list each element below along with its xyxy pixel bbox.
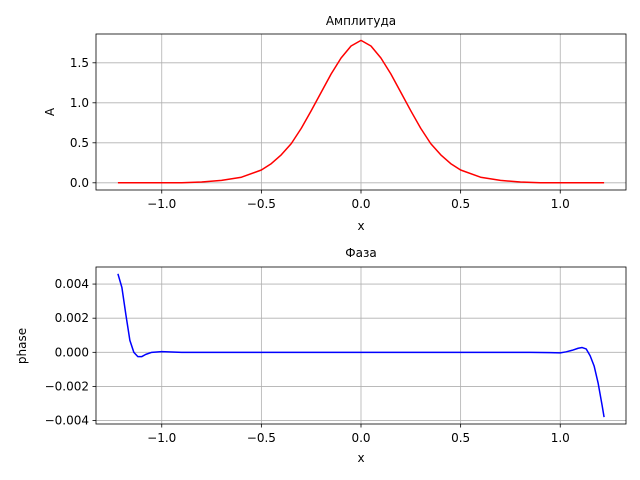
amplitude-y-tick-label: 1.5 (70, 56, 89, 70)
phase-series-line (117, 273, 605, 418)
phase-x-tick-label: −1.0 (147, 431, 176, 445)
amplitude-subplot: −1.0 −0.5 0.0 0.5 1.00.00.51.01.5 Амплитуда … (43, 14, 627, 233)
phase-series (117, 273, 605, 418)
phase-y-tick-label: 0.002 (55, 311, 89, 325)
phase-x-tick-label: 0.0 (351, 431, 370, 445)
amplitude-series (117, 39, 605, 184)
amplitude-x-tick-label: −1.0 (147, 197, 176, 211)
amplitude-title: Амплитуда (326, 14, 396, 28)
phase-subplot: −1.0 −0.5 0.0 0.5 1.0 −0.004 −0.002 0.000 0.002 0… (15, 246, 627, 465)
phase-title: Фаза (345, 246, 376, 260)
amplitude-y-tick-label: 0.0 (70, 176, 89, 190)
amplitude-x-tick-label: 0.5 (451, 197, 470, 211)
amplitude-x-tick-label: −0.5 (247, 197, 276, 211)
phase-y-tick-label: 0.000 (55, 345, 89, 359)
phase-ylabel: phase (15, 328, 29, 364)
amplitude-x-tick-label: 0.0 (351, 197, 370, 211)
amplitude-y-tick-label: 0.5 (70, 136, 89, 150)
phase-ticks: −1.0 −0.5 0.0 0.5 1.0 −0.004 −0.002 0.000 0.002 0… (45, 277, 570, 445)
phase-x-tick-label: 0.5 (451, 431, 470, 445)
phase-y-tick-label: −0.002 (45, 379, 89, 393)
amplitude-ylabel: A (43, 107, 57, 116)
phase-y-tick-label: −0.004 (45, 414, 89, 428)
phase-y-tick-label: 0.004 (55, 277, 89, 291)
phase-x-tick-label: −0.5 (247, 431, 276, 445)
amplitude-x-tick-label: 1.0 (551, 197, 570, 211)
phase-xlabel: x (357, 451, 364, 465)
amplitude-series-line (117, 39, 605, 184)
amplitude-ticks: −1.0 −0.5 0.0 0.5 1.0 0.0 0.5 1.0 1.5 (70, 56, 570, 211)
amplitude-xlabel: x (357, 219, 364, 233)
phase-x-tick-label: 1.0 (551, 431, 570, 445)
amplitude-y-tick-label: 1.0 (70, 96, 89, 110)
